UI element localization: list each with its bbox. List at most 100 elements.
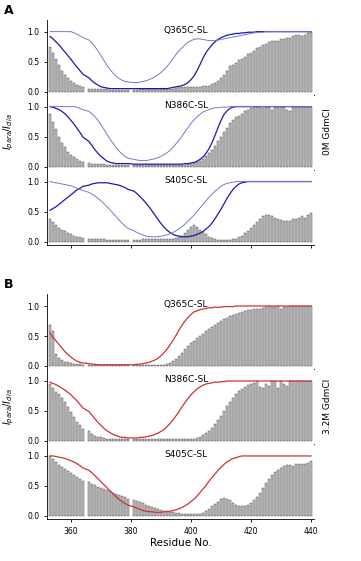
Bar bbox=[169, 165, 171, 167]
Bar bbox=[274, 472, 276, 516]
Bar bbox=[139, 365, 141, 366]
Bar bbox=[169, 439, 171, 441]
Bar bbox=[274, 218, 276, 242]
Bar bbox=[208, 153, 210, 167]
Bar bbox=[142, 165, 144, 167]
Bar bbox=[91, 434, 93, 441]
Bar bbox=[94, 365, 96, 366]
Bar bbox=[244, 387, 246, 441]
Bar bbox=[163, 439, 165, 441]
Bar bbox=[55, 462, 57, 516]
Bar bbox=[202, 435, 204, 441]
Bar bbox=[286, 38, 288, 91]
Bar bbox=[229, 123, 231, 167]
Bar bbox=[217, 502, 219, 516]
Bar bbox=[232, 239, 234, 242]
Bar bbox=[127, 240, 129, 242]
Bar bbox=[160, 510, 162, 516]
Bar bbox=[181, 513, 183, 516]
Text: Q365C-SL: Q365C-SL bbox=[164, 26, 208, 35]
Bar bbox=[229, 240, 231, 242]
Bar bbox=[274, 381, 276, 441]
Bar bbox=[76, 364, 78, 366]
Bar bbox=[241, 312, 243, 366]
Bar bbox=[220, 321, 222, 366]
Bar bbox=[247, 109, 249, 167]
Bar bbox=[136, 90, 138, 91]
Bar bbox=[88, 163, 90, 167]
Bar bbox=[157, 509, 159, 516]
Bar bbox=[208, 86, 210, 91]
Bar bbox=[172, 238, 174, 242]
Bar bbox=[157, 239, 159, 242]
Bar bbox=[73, 157, 75, 167]
Bar bbox=[253, 51, 255, 91]
Bar bbox=[193, 439, 195, 441]
Text: S405C-SL: S405C-SL bbox=[164, 176, 208, 185]
Bar bbox=[241, 114, 243, 167]
Bar bbox=[214, 239, 216, 242]
Bar bbox=[289, 38, 291, 91]
Bar bbox=[253, 309, 255, 366]
Bar bbox=[139, 439, 141, 441]
Bar bbox=[202, 513, 204, 516]
Bar bbox=[241, 58, 243, 91]
Bar bbox=[277, 107, 279, 167]
Bar bbox=[67, 79, 69, 91]
Bar bbox=[244, 57, 246, 91]
Bar bbox=[157, 89, 159, 91]
Bar bbox=[205, 331, 207, 366]
Bar bbox=[190, 514, 192, 516]
Bar bbox=[79, 479, 81, 516]
Bar bbox=[169, 363, 171, 366]
Bar bbox=[190, 88, 192, 91]
Bar bbox=[232, 120, 234, 167]
Bar bbox=[142, 439, 144, 441]
Bar bbox=[115, 439, 117, 441]
Text: N386C-SL: N386C-SL bbox=[164, 375, 208, 384]
Bar bbox=[118, 90, 120, 91]
Bar bbox=[214, 146, 216, 167]
Bar bbox=[193, 163, 195, 167]
Bar bbox=[64, 362, 66, 366]
Bar bbox=[160, 239, 162, 242]
Bar bbox=[58, 136, 60, 167]
Bar bbox=[64, 469, 66, 516]
Bar bbox=[238, 505, 240, 516]
Bar bbox=[244, 233, 246, 242]
Bar bbox=[235, 394, 237, 441]
Bar bbox=[211, 327, 213, 366]
Bar bbox=[274, 107, 276, 167]
Bar bbox=[238, 391, 240, 441]
Bar bbox=[292, 466, 294, 516]
Bar bbox=[286, 220, 288, 242]
Bar bbox=[196, 514, 198, 516]
Bar bbox=[295, 306, 297, 366]
Bar bbox=[157, 365, 159, 366]
Bar bbox=[241, 236, 243, 242]
Bar bbox=[181, 439, 183, 441]
Bar bbox=[232, 503, 234, 516]
Bar bbox=[61, 71, 63, 91]
Bar bbox=[262, 108, 264, 167]
Bar bbox=[301, 306, 303, 366]
Bar bbox=[103, 164, 105, 167]
Bar bbox=[70, 234, 72, 242]
Bar bbox=[49, 456, 51, 516]
Bar bbox=[145, 365, 147, 366]
Bar bbox=[112, 439, 114, 441]
Bar bbox=[61, 398, 63, 441]
Bar bbox=[175, 88, 177, 91]
Bar bbox=[82, 481, 84, 516]
Bar bbox=[73, 417, 75, 441]
Bar bbox=[193, 225, 195, 242]
Bar bbox=[298, 465, 300, 516]
Bar bbox=[82, 88, 84, 91]
Bar bbox=[256, 48, 258, 91]
Bar bbox=[226, 318, 228, 366]
Bar bbox=[229, 66, 231, 91]
Bar bbox=[232, 398, 234, 441]
Bar bbox=[211, 84, 213, 91]
Bar bbox=[283, 384, 285, 441]
Bar bbox=[91, 484, 93, 516]
